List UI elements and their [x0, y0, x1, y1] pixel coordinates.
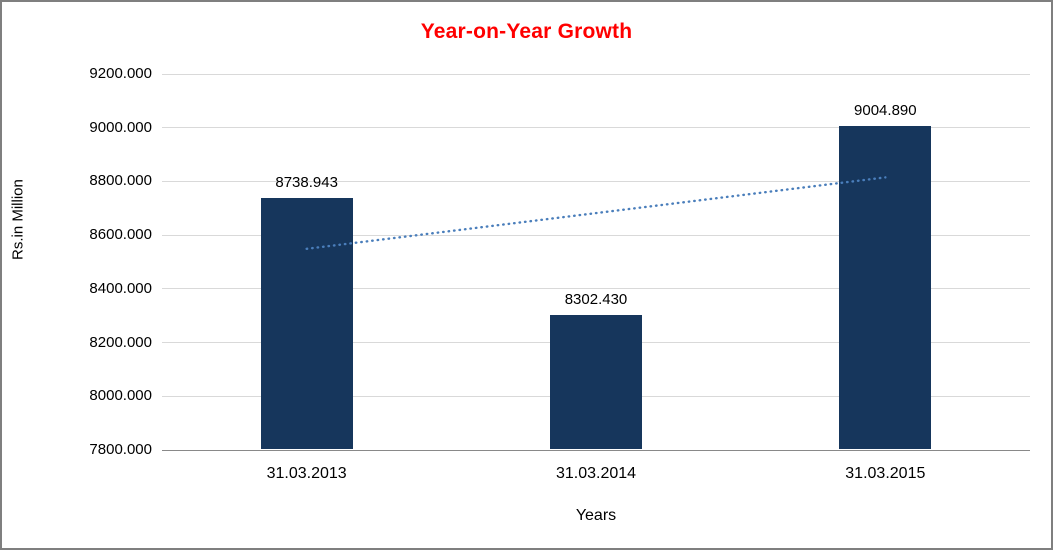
bar-31.03.2015 [839, 126, 932, 449]
bar-value-label: 9004.890 [854, 102, 917, 120]
chart-title: Year-on-Year Growth [420, 20, 633, 43]
x-category-label: 31.03.2014 [555, 465, 637, 482]
y-axis-title: Rs.in Million [9, 179, 27, 260]
y-tick-label: 9200.000 [89, 65, 152, 82]
y-tick-label: 8000.000 [89, 387, 152, 405]
bar-31.03.2013 [260, 197, 353, 449]
y-tick-label: 9000.000 [89, 118, 152, 136]
bar-value-label: 8738.943 [275, 173, 338, 191]
x-axis-line [162, 449, 1030, 451]
y-tick-label: 8400.000 [89, 279, 152, 297]
gridline [162, 73, 1030, 75]
bar-31.03.2014 [550, 315, 642, 449]
bar-value-label: 8302.430 [564, 291, 628, 309]
y-tick-label: 7800.000 [89, 441, 152, 458]
plot-area [162, 73, 1030, 451]
x-category-label: 31.03.2013 [266, 465, 347, 482]
gridline [162, 288, 1030, 290]
y-tick-label: 8800.000 [89, 172, 152, 190]
y-tick-label: 8200.000 [89, 333, 152, 351]
x-axis-title: Years [575, 507, 617, 524]
x-category-label: 31.03.2015 [845, 465, 926, 482]
y-tick-label: 8600.000 [89, 226, 152, 244]
gridline [162, 127, 1030, 129]
